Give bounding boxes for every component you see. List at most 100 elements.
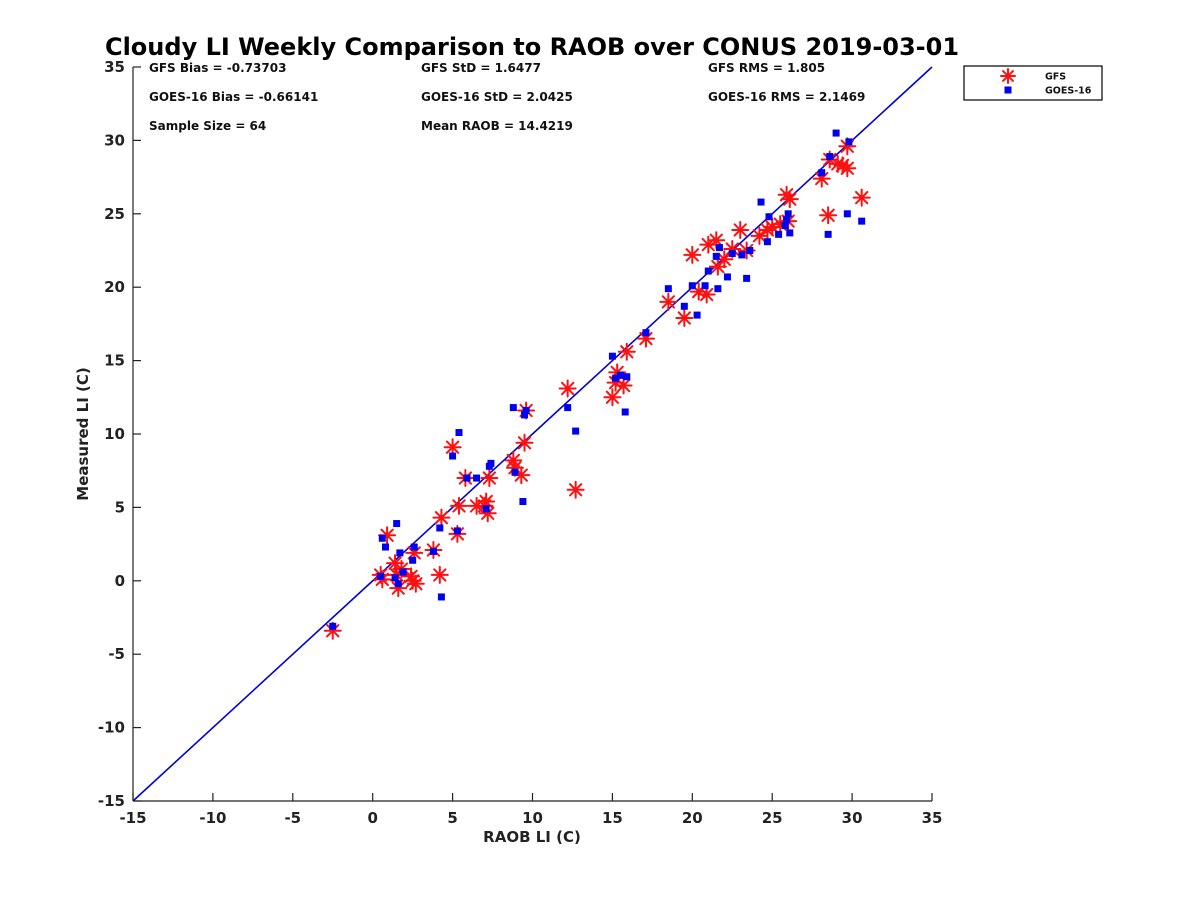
goes-16-point: [858, 217, 866, 225]
y-tick-label: 0: [115, 572, 125, 590]
stat-text: GFS Bias = -0.73703: [149, 61, 286, 75]
gfs-point: [449, 496, 468, 515]
x-tick-label: 30: [842, 809, 863, 827]
x-tick-label: 35: [922, 809, 943, 827]
x-tick-label: -10: [199, 809, 226, 827]
goes-16-point: [429, 547, 437, 555]
chart-title: Cloudy LI Weekly Comparison to RAOB over…: [105, 33, 959, 61]
x-axis-label: RAOB LI (C): [483, 828, 581, 846]
stat-text: GOES-16 Bias = -0.66141: [149, 90, 318, 104]
x-tick-label: 15: [602, 809, 623, 827]
gfs-point: [558, 379, 577, 398]
goes-16-point: [693, 311, 701, 319]
goes-16-point: [723, 273, 731, 281]
stat-text: GFS StD = 1.6477: [421, 61, 541, 75]
goes-16-point: [455, 429, 463, 437]
goes-16-point: [623, 373, 631, 381]
x-tick-label: 10: [522, 809, 543, 827]
goes-16-point: [608, 352, 616, 360]
gfs-point: [723, 240, 742, 259]
goes-16-point: [436, 524, 444, 532]
legend-box: [963, 65, 1103, 101]
goes-16-point: [393, 520, 401, 528]
x-tick-label: 25: [762, 809, 783, 827]
gfs-point: [819, 206, 838, 225]
goes-16-point: [511, 468, 519, 476]
goes-16-point: [784, 210, 792, 218]
gfs-point: [566, 480, 585, 499]
gfs-point: [430, 565, 449, 584]
gfs-point: [780, 190, 799, 209]
y-tick-label: 25: [104, 205, 125, 223]
goes-16-point: [410, 543, 418, 551]
goes-16-point: [399, 568, 407, 576]
goes-16-point: [612, 374, 620, 382]
y-tick-label: -15: [98, 792, 125, 810]
gfs-point: [432, 508, 451, 527]
stat-text: GOES-16 RMS = 2.1469: [708, 90, 865, 104]
goes-16-point: [329, 622, 337, 630]
goes-16-point: [509, 404, 517, 412]
goes-16-point: [783, 216, 791, 224]
y-tick-label: 10: [104, 425, 125, 443]
goes-16-point: [781, 222, 789, 230]
goes-16-point: [409, 556, 417, 564]
stat-text: Sample Size = 64: [149, 119, 266, 133]
x-tick-label: 0: [367, 809, 377, 827]
goes-16-point: [743, 274, 751, 282]
stats-panel: GFS Bias = -0.73703 GFS StD = 1.6477 GFS R…: [149, 61, 865, 133]
gfs-point: [675, 309, 694, 328]
data-points: [323, 129, 871, 640]
legend-gfs-marker: [1000, 68, 1016, 84]
goes-16-point: [394, 580, 402, 588]
stat-text: Mean RAOB = 14.4219: [421, 119, 573, 133]
goes-16-point: [712, 252, 720, 260]
y-tick-label: -10: [98, 719, 125, 737]
gfs-point: [852, 188, 871, 207]
goes-16-point: [377, 572, 385, 580]
reference-line-group: [132, 66, 933, 802]
gfs-point: [515, 433, 534, 452]
goes-16-point: [738, 251, 746, 259]
y-tick-label: 15: [104, 352, 125, 370]
stat-text: GOES-16 StD = 2.0425: [421, 90, 573, 104]
gfs-point: [614, 376, 633, 395]
legend-gfs-label: GFS: [1045, 72, 1066, 83]
gfs-point: [833, 156, 852, 175]
goes-16-point: [378, 534, 386, 542]
goes-16-point: [824, 230, 832, 238]
axes: -15 -10 -5 0 5 10 15 20 25 30 35 -15 -10 -5 0 5 10 15 20 25…: [98, 58, 943, 827]
goes-16-point: [463, 474, 471, 482]
legend-goes-16-label: GOES-16: [1045, 86, 1092, 97]
goes-16-point: [453, 527, 461, 535]
goes-16-point: [381, 543, 389, 551]
goes-16-point: [818, 169, 826, 177]
goes-16-point: [765, 213, 773, 221]
legend-goes-16-marker: [1004, 86, 1012, 94]
gfs-point: [603, 388, 622, 407]
goes-16-point: [701, 282, 709, 290]
y-axis-label: Measured LI (C): [74, 367, 92, 500]
gfs-point: [480, 469, 499, 488]
gfs-point: [731, 220, 750, 239]
goes-16-point: [473, 474, 481, 482]
gfs-point: [406, 574, 425, 593]
gfs-point: [659, 292, 678, 311]
goes-16-point: [391, 574, 399, 582]
y-tick-label: -5: [108, 645, 125, 663]
goes-16-point: [746, 247, 754, 254]
legend: GFS GOES-16: [963, 65, 1103, 101]
y-tick-label: 35: [104, 58, 125, 76]
goes-16-point: [482, 505, 490, 513]
goes-16-point: [616, 371, 624, 379]
gfs-point: [697, 285, 716, 304]
goes-16-point: [714, 285, 722, 293]
x-tick-label: 5: [447, 809, 457, 827]
goes-16-point: [763, 238, 771, 246]
goes-16-point: [845, 138, 853, 146]
stat-text: GFS RMS = 1.805: [708, 61, 825, 75]
goes-16-point: [680, 302, 688, 310]
one-to-one-line: [132, 66, 933, 802]
goes-16-point: [688, 282, 696, 290]
